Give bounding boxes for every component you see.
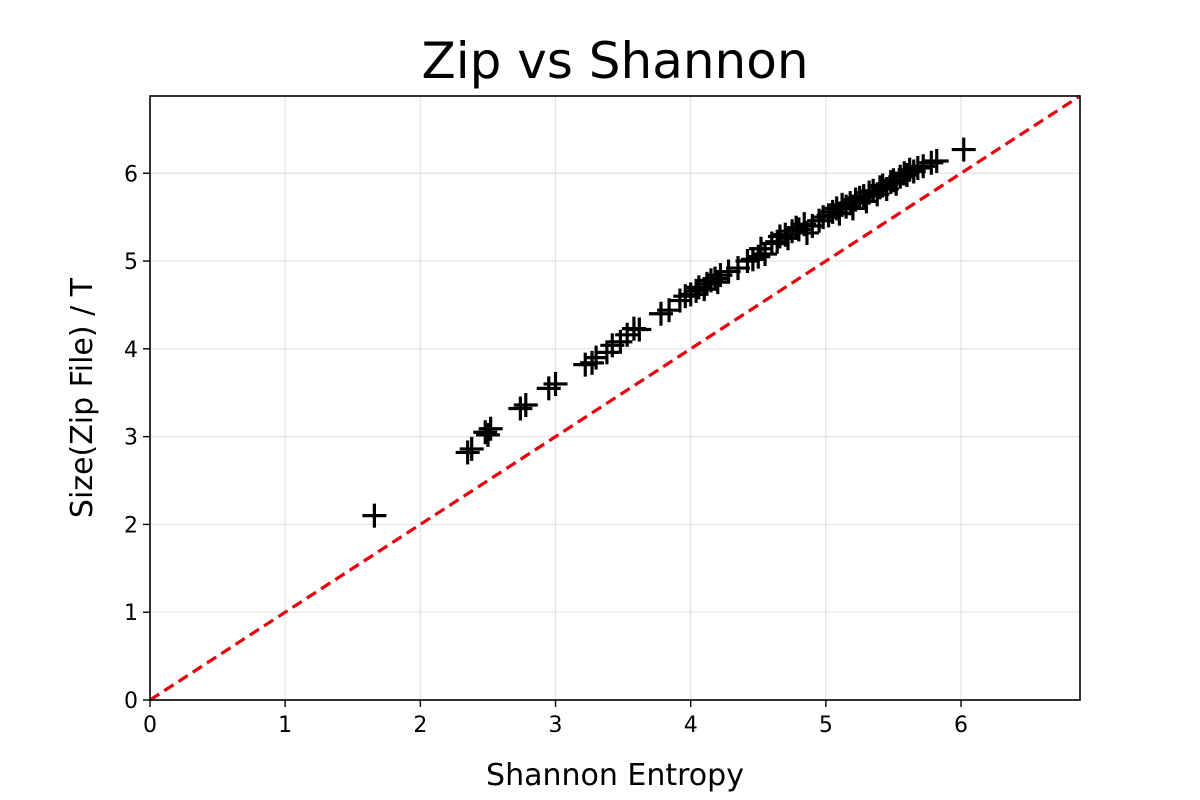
data-point [455, 440, 480, 465]
x-tick-label: 2 [413, 713, 427, 738]
x-tick-label: 3 [549, 713, 563, 738]
data-point [667, 288, 692, 313]
y-tick-label: 1 [124, 601, 138, 626]
data-point [951, 137, 976, 162]
x-tick-label: 4 [684, 713, 698, 738]
data-points [362, 137, 976, 528]
reference-line [149, 94, 1081, 702]
data-point [657, 298, 682, 323]
y-tick-label: 5 [124, 250, 138, 275]
data-point [513, 393, 538, 418]
y-tick-label: 6 [124, 162, 138, 187]
data-point [627, 317, 652, 342]
plot-frame [149, 95, 1081, 701]
y-tick-label: 4 [124, 338, 138, 363]
x-tick-label: 6 [954, 713, 968, 738]
reference-line-layer [149, 94, 1081, 702]
y-axis-ticks: 0 1 2 3 4 5 6 [124, 162, 150, 714]
y-tick-label: 2 [124, 513, 138, 538]
data-point [362, 503, 387, 528]
data-point [584, 345, 609, 370]
data-point [924, 148, 949, 173]
x-tick-label: 5 [819, 713, 833, 738]
x-axis-ticks: 0 1 2 3 4 5 6 [143, 700, 968, 738]
chart-title: Zip vs Shannon [421, 32, 808, 90]
data-point [673, 284, 698, 309]
y-tick-label: 3 [124, 426, 138, 451]
data-point [475, 422, 500, 447]
data-point [580, 350, 605, 375]
data-point [748, 236, 773, 261]
data-point [508, 396, 533, 421]
data-point [543, 371, 568, 396]
x-axis-label: Shannon Entropy [486, 758, 744, 793]
y-axis-label: Size(Zip File) / T [65, 277, 100, 518]
data-point [905, 155, 930, 180]
y-tick-label: 0 [124, 689, 138, 714]
data-point [919, 150, 944, 175]
x-tick-label: 0 [143, 713, 157, 738]
data-point [703, 266, 728, 291]
data-point [478, 416, 503, 441]
data-point [473, 420, 498, 445]
data-point [459, 436, 484, 461]
x-tick-label: 1 [278, 713, 292, 738]
data-point [735, 249, 760, 274]
